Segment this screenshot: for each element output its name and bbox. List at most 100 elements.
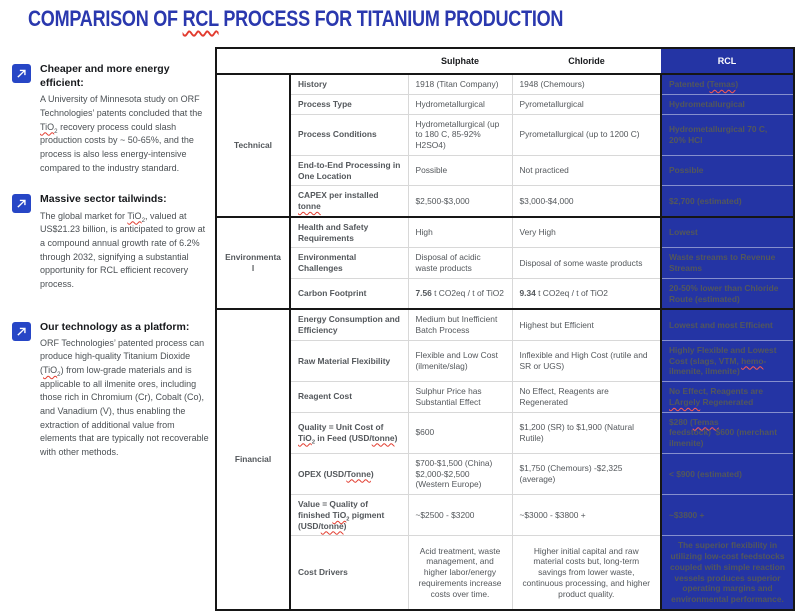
category-cell-financial: Financial: [216, 308, 291, 610]
table-header-row: Sulphate Chloride RCL: [216, 48, 794, 75]
row-label: CAPEX per installed tonne: [290, 185, 409, 217]
arrow-north-east-icon: [12, 194, 31, 214]
row-label: Energy Consumption and Efficiency: [290, 308, 409, 341]
page-title: COMPARISON OF RCL PROCESS FOR TITANIUM P…: [28, 6, 564, 31]
process-comparison-table: Sulphate Chloride RCL Technical History 1918…: [215, 47, 795, 611]
row-label: History: [290, 72, 409, 95]
cell-chloride: Very High: [512, 215, 662, 248]
bullet-body: ORF Technologies’ patented process can p…: [40, 337, 209, 458]
bullet-body: The global market for TiO2, valued at US…: [40, 210, 206, 289]
comparison-table: Sulphate Chloride RCL Technical History 1918…: [215, 47, 795, 611]
table-row: Process Conditions Hydrometallurgical (up…: [216, 113, 794, 156]
bullet-heading: Our technology as a platform:: [40, 320, 190, 333]
arrow-north-east-icon: [12, 321, 31, 341]
cell-rcl: Possible: [661, 154, 794, 186]
bullet-heading: Cheaper and more energy efficient:: [40, 63, 170, 90]
row-label: Carbon Footprint: [290, 277, 409, 310]
cell-rcl: ~$3800 +: [661, 493, 794, 536]
cell-rcl: Lowest and most Efficient: [661, 308, 794, 341]
bullet-heading: Massive sector tailwinds:: [40, 193, 167, 206]
column-header-sulphate: Sulphate: [408, 48, 512, 75]
cell-sulphate: 1918 (Titan Company): [408, 72, 513, 95]
row-label: Process Type: [290, 93, 409, 114]
cell-chloride: $1,750 (Chemours) -$2,325 (average): [512, 452, 662, 495]
row-label: Raw Material Flexibility: [290, 339, 409, 382]
cell-chloride: Inflexible and High Cost (rutile and SR …: [512, 339, 662, 382]
cell-chloride: $3,000-$4,000: [512, 185, 662, 217]
column-header-empty: [216, 48, 290, 75]
row-label: Reagent Cost: [290, 381, 409, 412]
row-label: Cost Drivers: [290, 535, 409, 610]
bullet-body: A University of Minnesota study on ORF T…: [40, 94, 203, 173]
cell-rcl: Highly Flexible and Lowest Cost (slags, …: [661, 339, 794, 382]
cell-chloride: Pyrometallurgical (up to 1200 C): [512, 113, 662, 156]
sidebar-bullet-technology-platform: Our technology as a platform: ORF Techno…: [12, 320, 212, 460]
row-label: OPEX (USD/Tonne): [290, 452, 409, 495]
table-row: End-to-End Processing in One Location Pos…: [216, 154, 794, 186]
column-header-empty: [290, 48, 408, 75]
category-cell-technical: Technical: [216, 73, 291, 217]
cell-chloride: 9.34 t CO2eq / t of TiO2: [512, 277, 662, 310]
sidebar-bullet-sector-tailwinds: Massive sector tailwinds: The global mar…: [12, 192, 212, 291]
row-label: Health and Safety Requirements: [290, 215, 409, 248]
table-row: Cost Drivers Acid treatment, waste manage…: [216, 535, 794, 610]
row-label: Process Conditions: [290, 113, 409, 156]
table-row: Quality = Unit Cost of TiO2 in Feed (USD…: [216, 411, 794, 454]
cell-sulphate: Hydrometallurgical: [408, 93, 513, 114]
column-header-rcl: RCL: [661, 48, 794, 75]
cell-sulphate: $2,500-$3,000: [408, 185, 513, 217]
sidebar-bullet-cheaper-energy: Cheaper and more energy efficient: A Uni…: [12, 62, 212, 175]
cell-rcl: Hydrometallurgical 70 C, 20% HCl: [661, 113, 794, 156]
arrow-north-east-icon: [12, 64, 31, 83]
cell-sulphate: Disposal of acidic waste products: [408, 247, 513, 279]
column-header-chloride: Chloride: [512, 48, 661, 75]
table-row: Process Type Hydrometallurgical Pyrometall…: [216, 93, 794, 114]
cell-sulphate: 7.56 t CO2eq / t of TiO2: [408, 277, 513, 310]
table-row: Reagent Cost Sulphur Price has Substantia…: [216, 381, 794, 412]
cell-sulphate: High: [408, 215, 513, 248]
cell-sulphate: Acid treatment, waste management, and hi…: [408, 535, 513, 610]
cell-sulphate: $600: [408, 411, 513, 454]
cell-rcl: $2,700 (estimated): [661, 185, 794, 217]
table-row: Financial Energy Consumption and Efficien…: [216, 308, 794, 610]
row-label: Value = Quality of finished TiO2 pigment…: [290, 493, 409, 536]
cell-chloride: Higher initial capital and raw material …: [512, 535, 662, 610]
table-row: Raw Material Flexibility Flexible and Low…: [216, 339, 794, 382]
row-label: End-to-End Processing in One Location: [290, 154, 409, 186]
cell-rcl: Patented (Temas): [661, 72, 794, 95]
table-row: OPEX (USD/Tonne) $700-$1,500 (China) $2,0…: [216, 452, 794, 495]
cell-chloride: ~$3000 - $3800 +: [512, 493, 662, 536]
cell-sulphate: Sulphur Price has Substantial Effect: [408, 381, 513, 412]
cell-sulphate: Medium but Inefficient Batch Process: [408, 308, 513, 341]
cell-rcl: Hydrometallurgical: [661, 93, 794, 114]
cell-rcl: The superior flexibility in utilizing lo…: [661, 535, 794, 610]
cell-chloride: Not practiced: [512, 154, 662, 186]
row-label: Quality = Unit Cost of TiO2 in Feed (USD…: [290, 411, 409, 454]
cell-chloride: Pyrometallurgical: [512, 93, 662, 114]
cell-rcl: No Effect, Reagents are LArgely Regenera…: [661, 381, 794, 412]
table-row: Value = Quality of finished TiO2 pigment…: [216, 493, 794, 536]
category-cell-environmental: Environmental: [216, 215, 291, 310]
cell-rcl: Lowest: [661, 215, 794, 248]
table-row: Environmental Health and Safety Requireme…: [216, 215, 794, 310]
cell-sulphate: Flexible and Low Cost (ilmenite/slag): [408, 339, 513, 382]
cell-sulphate: Hydrometallurgical (up to 180 C, 85-92% …: [408, 113, 513, 156]
cell-rcl: 20-50% lower than Chloride Route (estima…: [661, 277, 794, 310]
cell-sulphate: ~$2500 - $3200: [408, 493, 513, 536]
row-label: Environmental Challenges: [290, 247, 409, 279]
table-row: CAPEX per installed tonne $2,500-$3,000 $3…: [216, 185, 794, 217]
cell-sulphate: Possible: [408, 154, 513, 186]
sidebar: Cheaper and more energy efficient: A Uni…: [12, 62, 212, 460]
cell-rcl: $280 (Temas feedstock) $600 (merchant il…: [661, 411, 794, 454]
cell-chloride: Disposal of some waste products: [512, 247, 662, 279]
table-row: Technical History 1918 (Titan Company) 1948…: [216, 72, 794, 217]
table-row: Carbon Footprint 7.56 t CO2eq / t of TiO2…: [216, 277, 794, 310]
cell-chloride: $1,200 (SR) to $1,900 (Natural Rutile): [512, 411, 662, 454]
cell-chloride: Highest but Efficient: [512, 308, 662, 341]
table-row: Environmental Challenges Disposal of acid…: [216, 247, 794, 279]
cell-chloride: No Effect, Reagents are Regenerated: [512, 381, 662, 412]
cell-chloride: 1948 (Chemours): [512, 72, 662, 95]
cell-rcl: < $900 (estimated): [661, 452, 794, 495]
cell-rcl: Waste streams to Revenue Streams: [661, 247, 794, 279]
cell-sulphate: $700-$1,500 (China) $2,000-$2,500 (Weste…: [408, 452, 513, 495]
